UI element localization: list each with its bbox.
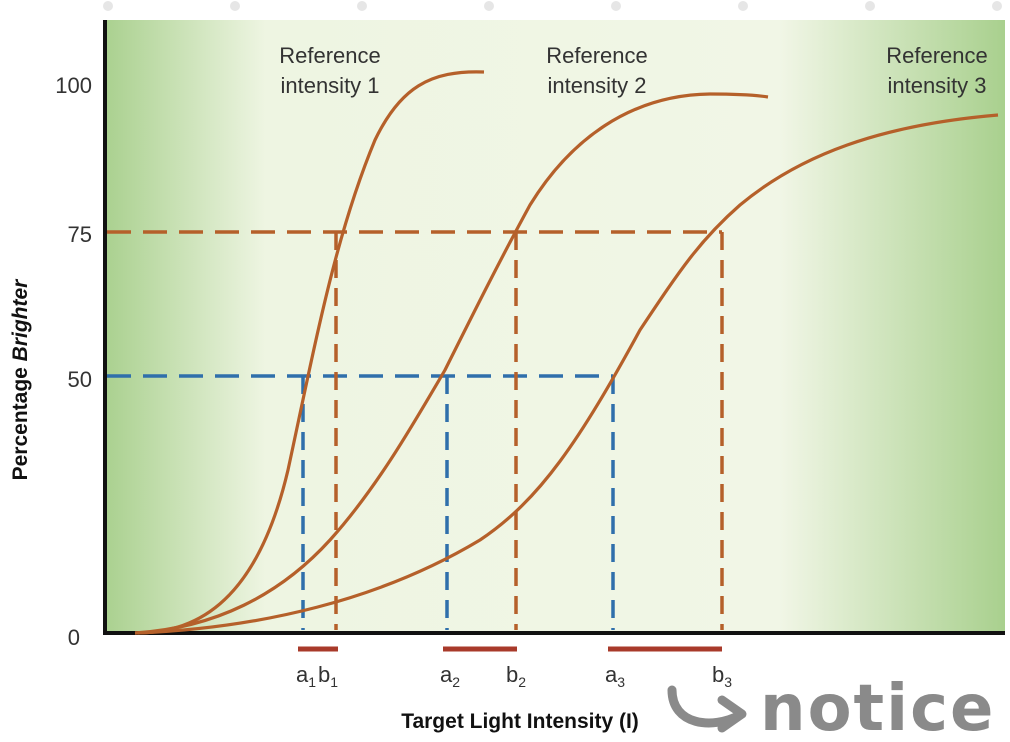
y-tick-label-75: 75 (68, 222, 92, 247)
x-marker-a3: a3 (605, 662, 625, 690)
x-marker-b3: b3 (712, 662, 732, 690)
series-label-3: Reference intensity 3 (886, 43, 988, 98)
guide-lines (107, 230, 724, 630)
x-marker-a2: a2 (440, 662, 460, 690)
arrow-head-icon (717, 695, 747, 733)
series-label-1-line1: Reference (279, 43, 381, 68)
x-marker-b2: b2 (506, 662, 526, 690)
curve-reference-intensity-3 (137, 113, 999, 635)
x-marker-b1: b1 (318, 662, 338, 690)
series-label-1-line2: intensity 1 (280, 73, 379, 98)
top-dot-strip (103, 1, 1002, 11)
x-marker-a1: a1 (296, 662, 316, 690)
curve-reference-intensity-2 (134, 92, 769, 635)
top-dot (611, 1, 621, 11)
top-dot (484, 1, 494, 11)
y-axis-title: Percentage Brighter (9, 278, 32, 481)
handwritten-annotation: notice (667, 672, 995, 742)
x-axis-title: Target Light Intensity (I) (401, 710, 639, 733)
plot-background (103, 20, 1005, 634)
top-dot (865, 1, 875, 11)
series-label-2: Reference intensity 2 (546, 43, 648, 98)
y-tick-label-100: 100 (55, 73, 92, 98)
y-tick-label-0: 0 (68, 625, 80, 650)
series-label-3-line1: Reference (886, 43, 988, 68)
top-dot (230, 1, 240, 11)
top-dot (738, 1, 748, 11)
top-dot (357, 1, 367, 11)
curves (134, 70, 999, 635)
y-tick-label-50: 50 (68, 367, 92, 392)
series-label-1: Reference intensity 1 (279, 43, 381, 98)
series-label-2-line2: intensity 2 (547, 73, 646, 98)
series-label-2-line1: Reference (546, 43, 648, 68)
annotation-text: notice (760, 672, 995, 742)
top-dot (103, 1, 113, 11)
x-marker-labels: a1 b1 a2 b2 a3 b3 (296, 662, 732, 690)
series-label-3-line2: intensity 3 (887, 73, 986, 98)
top-dot (992, 1, 1002, 11)
curve-reference-intensity-1 (134, 70, 485, 635)
